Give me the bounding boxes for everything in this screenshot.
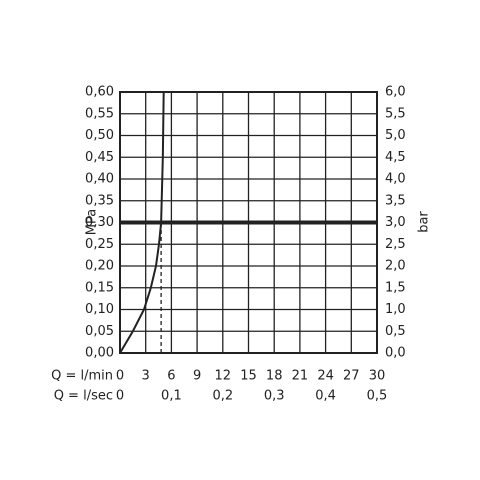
- y2-tick-label: 1,0: [385, 302, 406, 317]
- y2-tick-label: 3,5: [385, 193, 406, 208]
- x-tick-label: 15: [240, 369, 257, 384]
- y-tick-label: 0,50: [85, 128, 114, 143]
- y-tick-label: 0,25: [85, 237, 114, 252]
- x-tick-label: 30: [369, 369, 386, 384]
- y2-tick-label: 5,5: [385, 106, 406, 121]
- y-tick-label: 0,00: [85, 346, 114, 361]
- x-tick-label: 6: [167, 369, 175, 384]
- x2-axis-label: Q = l/sec: [54, 389, 113, 404]
- y2-tick-label: 4,5: [385, 150, 406, 165]
- y2-tick-label: 0,5: [385, 324, 406, 339]
- x-tick-label: 3: [142, 369, 150, 384]
- x-tick-label: 27: [343, 369, 360, 384]
- x-tick-label: 18: [266, 369, 283, 384]
- y2-tick-label: 3,0: [385, 215, 406, 230]
- y-tick-label: 0,35: [85, 193, 114, 208]
- y-axis-label: MPa: [85, 209, 100, 235]
- y-tick-label: 0,55: [85, 106, 114, 121]
- x2-tick-label: 0,1: [161, 389, 182, 404]
- x2-tick-label: 0,5: [367, 389, 388, 404]
- x-tick-label: 0: [116, 369, 124, 384]
- y-tick-label: 0,60: [85, 85, 114, 100]
- x-tick-label: 24: [317, 369, 334, 384]
- x-axis-label: Q = l/min: [51, 369, 113, 384]
- y2-tick-label: 6,0: [385, 85, 406, 100]
- y2-tick-label: 4,0: [385, 172, 406, 187]
- y-tick-label: 0,30: [85, 215, 114, 230]
- x-tick-label: 9: [193, 369, 201, 384]
- curve: [119, 91, 165, 354]
- y-tick-label: 0,20: [85, 259, 114, 274]
- x2-tick-label: 0,2: [212, 389, 233, 404]
- y-tick-label: 0,40: [85, 172, 114, 187]
- y-tick-label: 0,45: [85, 150, 114, 165]
- y2-tick-label: 2,5: [385, 237, 406, 252]
- y2-tick-label: 0,0: [385, 346, 406, 361]
- y2-tick-label: 2,0: [385, 259, 406, 274]
- y-tick-label: 0,05: [85, 324, 114, 339]
- y-tick-label: 0,15: [85, 280, 114, 295]
- x-tick-label: 21: [292, 369, 309, 384]
- x2-tick-label: 0,4: [315, 389, 336, 404]
- x2-tick-label: 0: [116, 389, 124, 404]
- x-tick-label: 12: [215, 369, 232, 384]
- y2-tick-label: 5,0: [385, 128, 406, 143]
- y2-tick-label: 1,5: [385, 280, 406, 295]
- x2-tick-label: 0,3: [264, 389, 285, 404]
- y2-axis-label: bar: [417, 211, 432, 233]
- y-tick-label: 0,10: [85, 302, 114, 317]
